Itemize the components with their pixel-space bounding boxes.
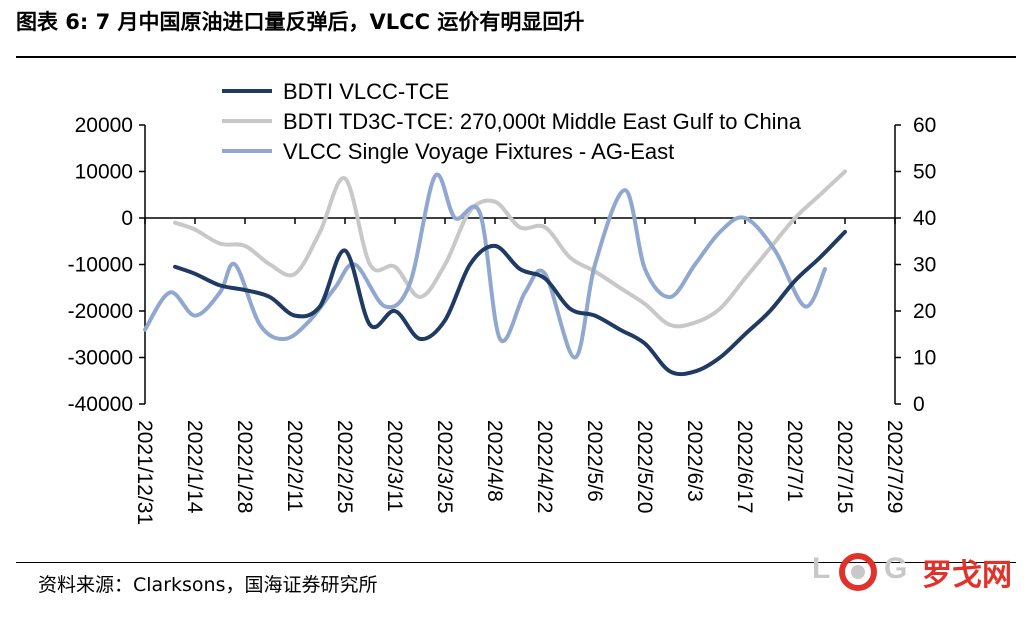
x-tick-label: 2022/6/3 — [683, 420, 706, 502]
legend-label-2: BDTI TD3C-TCE: 270,000t Middle East Gulf… — [283, 109, 802, 134]
watermark-letter: L — [812, 552, 831, 585]
source-note: 资料来源：Clarksons，国海证券研究所 — [38, 574, 378, 596]
y-right-tick-label: 0 — [913, 393, 925, 416]
watermark-text: 罗戈网 — [922, 558, 1012, 593]
y-left-tick-label: -20000 — [68, 300, 133, 323]
x-tick-label: 2022/7/1 — [783, 420, 806, 502]
series-line-2 — [173, 169, 847, 329]
series-layer — [143, 169, 847, 377]
x-tick-label: 2022/5/20 — [633, 420, 656, 513]
x-tick-label: 2022/2/11 — [283, 420, 306, 512]
x-tick-label: 2022/3/11 — [383, 420, 406, 512]
y-left-tick-label: 10000 — [75, 161, 133, 184]
x-tick-label: 2022/5/6 — [583, 420, 606, 502]
chart-title: 图表 6: 7 月中国原油进口量反弹后，VLCC 运价有明显回升 — [16, 10, 585, 34]
x-tick-label: 2022/1/14 — [183, 420, 206, 514]
legend-label-1: BDTI VLCC-TCE — [283, 79, 449, 104]
watermark-letter: G — [884, 552, 908, 585]
title-divider — [16, 56, 1016, 58]
series-line-3 — [143, 172, 827, 360]
y-left-tick-label: 20000 — [75, 114, 133, 137]
y-right-tick-label: 10 — [913, 347, 936, 370]
legend-label-3: VLCC Single Voyage Fixtures - AG-East — [283, 139, 674, 164]
series-line-1 — [173, 229, 847, 377]
chart-axes: -40000 -30000 -20000 -10000 0 10000 20000 0 10 20… — [68, 114, 937, 525]
y-right-tick-label: 50 — [913, 161, 936, 184]
y-right-tick-label: 60 — [913, 114, 936, 137]
chart-legend: BDTI VLCC-TCE BDTI TD3C-TCE: 270,000t Mid… — [222, 79, 802, 164]
y-left-tick-label: 0 — [121, 207, 133, 230]
watermark-logo: L G 罗戈网 — [812, 546, 1022, 596]
x-tick-label: 2022/3/25 — [433, 420, 456, 513]
source-divider — [16, 562, 1016, 563]
watermark-o-icon — [839, 553, 877, 591]
y-left-tick-label: -40000 — [68, 393, 133, 416]
y-right-tick-label: 20 — [913, 300, 936, 323]
x-tick-label: 2022/7/29 — [883, 420, 906, 513]
line-chart: -40000 -30000 -20000 -10000 0 10000 20000 0 10 20… — [68, 79, 937, 525]
y-right-tick-label: 40 — [913, 207, 936, 230]
x-tick-label: 2022/4/8 — [483, 420, 506, 502]
y-left-tick-label: -30000 — [68, 347, 133, 370]
x-tick-label: 2021/12/31 — [133, 420, 156, 525]
x-tick-label: 2022/1/28 — [233, 420, 256, 513]
x-tick-label: 2022/4/22 — [533, 420, 556, 513]
y-right-tick-label: 30 — [913, 254, 936, 277]
x-tick-label: 2022/2/25 — [333, 420, 356, 513]
x-tick-label: 2022/7/15 — [833, 420, 856, 513]
y-left-tick-label: -10000 — [68, 254, 133, 277]
x-tick-label: 2022/6/17 — [733, 420, 756, 513]
